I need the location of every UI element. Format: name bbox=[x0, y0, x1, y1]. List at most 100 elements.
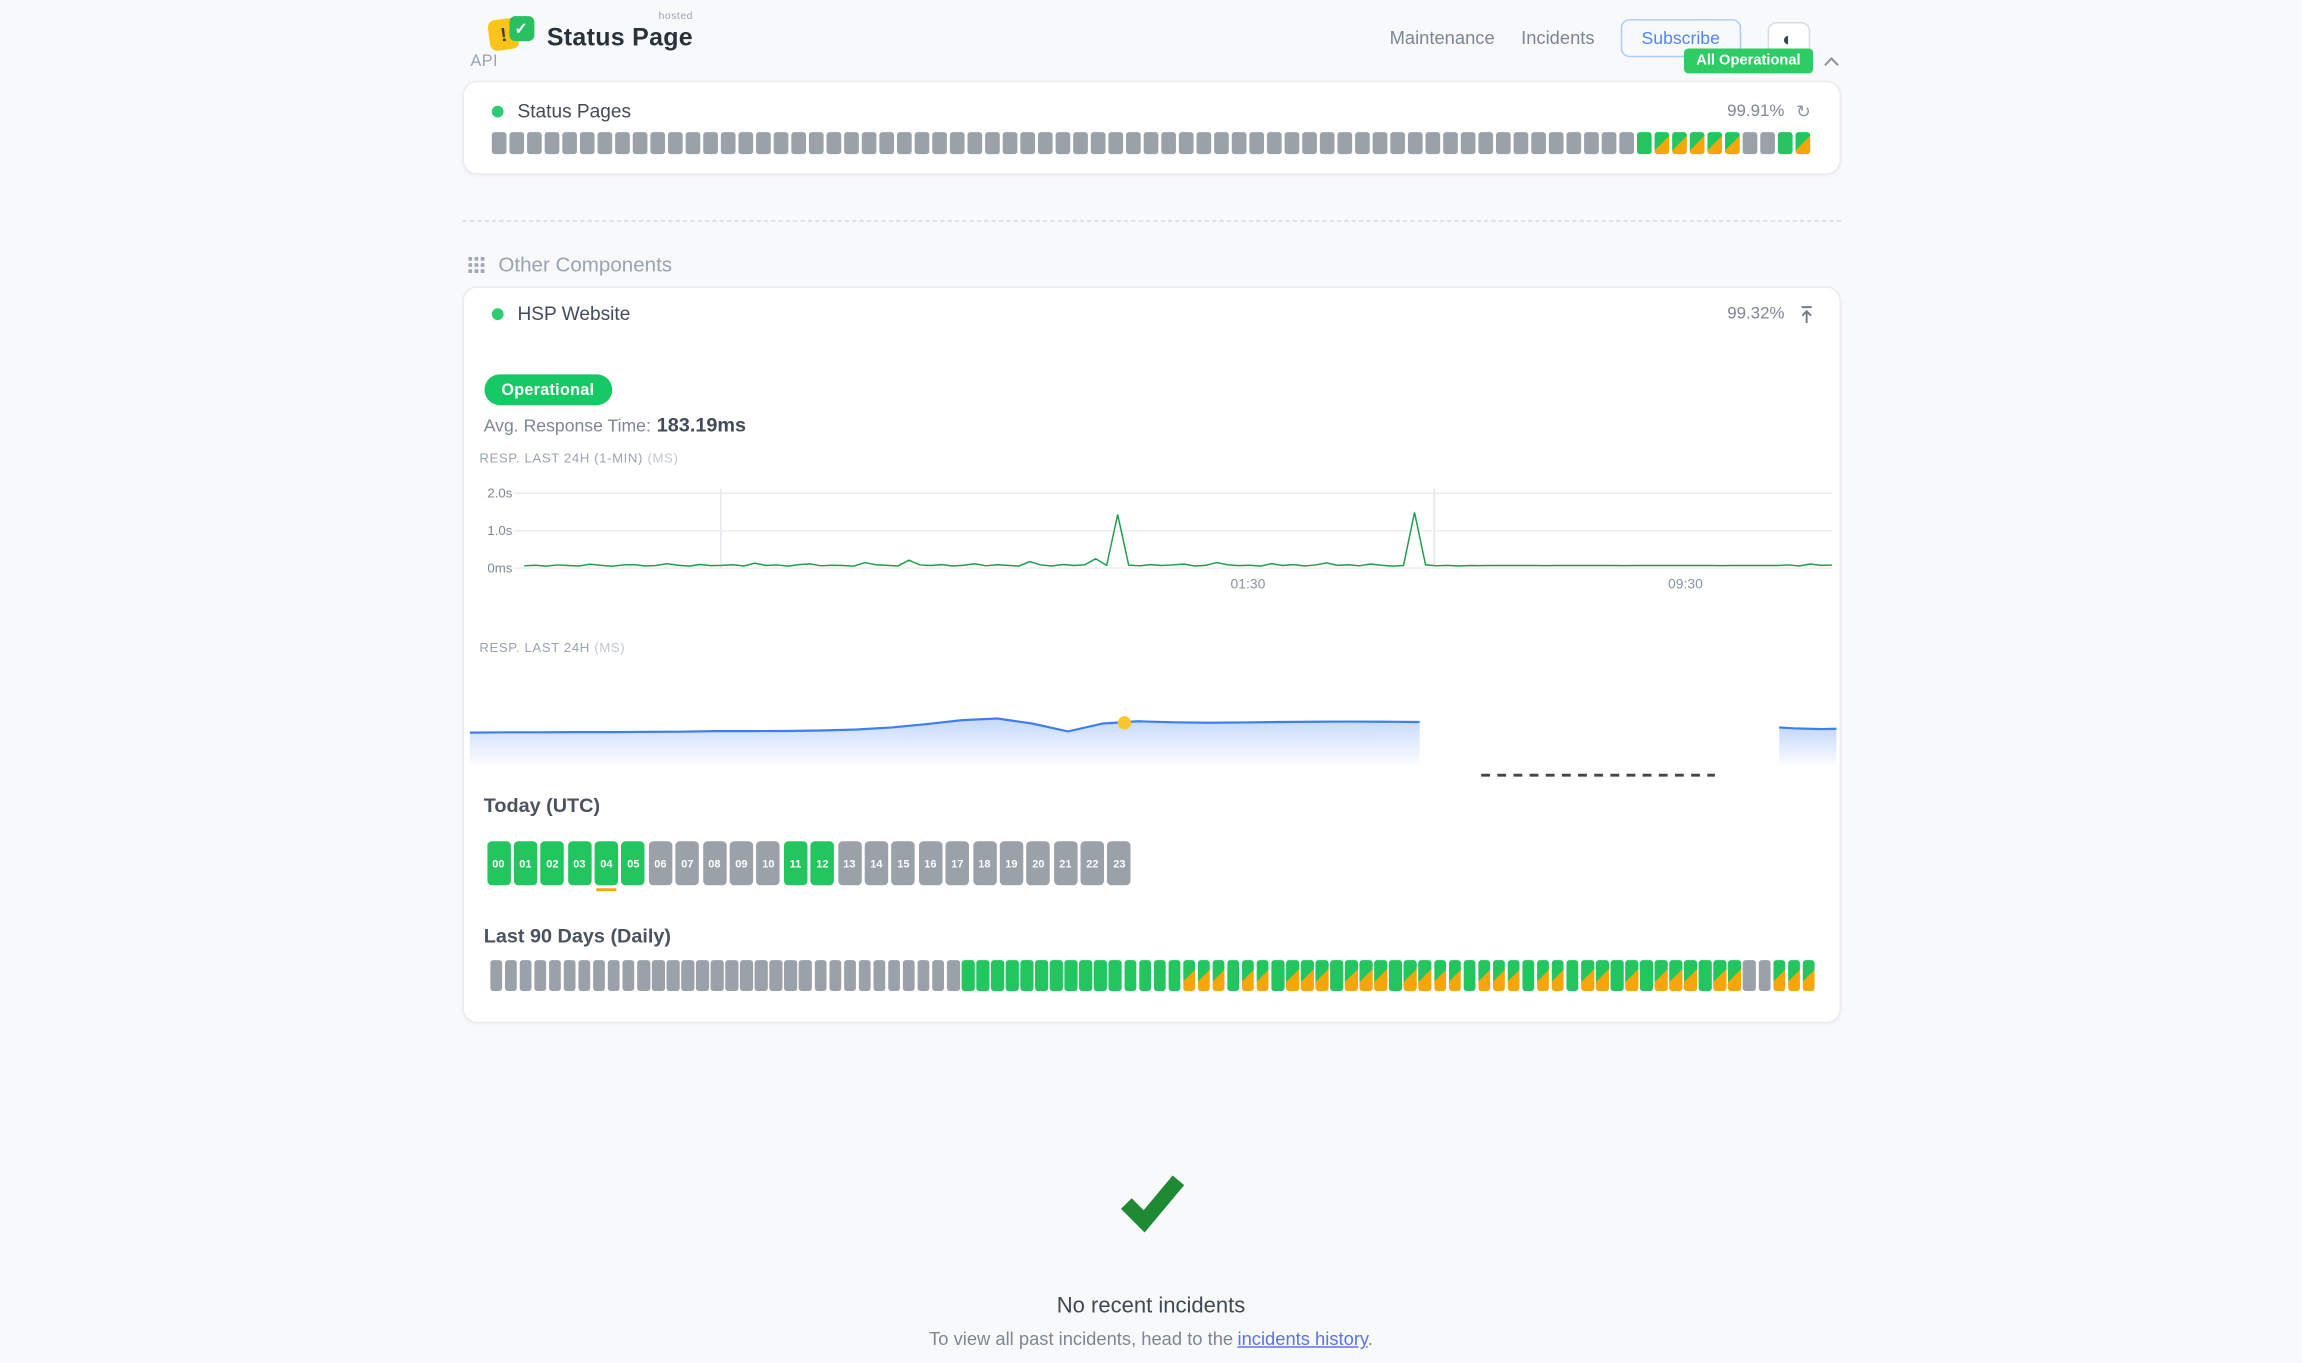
hour-block-13: 13 bbox=[837, 841, 862, 886]
uptime-tick-none bbox=[755, 132, 771, 155]
uptime-tick-none bbox=[508, 132, 524, 155]
uptime-tick-none bbox=[684, 132, 700, 155]
nav-incidents[interactable]: Incidents bbox=[1521, 27, 1595, 49]
history-prefix: To view all past incidents, head to the bbox=[929, 1328, 1234, 1350]
incidents-history-link[interactable]: incidents history bbox=[1237, 1328, 1368, 1350]
hour-block-07: 07 bbox=[675, 841, 700, 886]
brand-hosted-label: hosted bbox=[658, 11, 693, 23]
chart-unit: (MS) bbox=[594, 640, 626, 655]
uptime-tick-none bbox=[913, 132, 929, 155]
uptime-tick-partial bbox=[1669, 960, 1683, 991]
uptime-tick-none bbox=[504, 960, 517, 991]
uptime-tick-none bbox=[1319, 132, 1334, 155]
chart-title: RESP. LAST 24H bbox=[479, 640, 590, 655]
uptime-tick-up bbox=[1035, 960, 1048, 991]
uptime-tick-up bbox=[1389, 960, 1402, 991]
uptime-tick-none bbox=[784, 960, 798, 991]
uptime-tick-none bbox=[1495, 132, 1510, 155]
grid-icon bbox=[467, 256, 484, 273]
refresh-icon[interactable]: ↻ bbox=[1796, 100, 1811, 122]
hour-block-17: 17 bbox=[945, 841, 970, 886]
hour-block-21: 21 bbox=[1053, 841, 1078, 886]
collapse-to-top-icon[interactable] bbox=[1796, 303, 1815, 324]
uptime-tick-up bbox=[1566, 960, 1579, 991]
uptime-tick-none bbox=[720, 132, 735, 155]
uptime-tick-partial bbox=[1653, 132, 1669, 155]
uptime-tick-partial bbox=[1507, 960, 1520, 991]
incidents-footer: No recent incidents To view all past inc… bbox=[462, 1158, 1841, 1349]
hour-block-20: 20 bbox=[1026, 841, 1051, 886]
brand[interactable]: ! ✓ hosted Status Page bbox=[486, 12, 693, 55]
uptime-tick-partial bbox=[1581, 960, 1594, 991]
api-section-title: API bbox=[470, 52, 498, 70]
navigator-marker-dot bbox=[1117, 716, 1131, 730]
uptime-tick-none bbox=[1195, 132, 1211, 155]
uptime-tick-partial bbox=[1728, 960, 1742, 991]
daily-bars bbox=[489, 960, 1815, 991]
resp-1min-chart: 2.0s 1.0s 0ms 01:30 09:30 bbox=[487, 486, 1832, 592]
uptime-tick-none bbox=[632, 132, 647, 155]
uptime-tick-none bbox=[843, 960, 857, 991]
uptime-tick-none bbox=[526, 132, 541, 155]
uptime-tick-none bbox=[592, 960, 606, 991]
uptime-tick-up bbox=[961, 960, 975, 991]
uptime-tick-none bbox=[1142, 132, 1158, 155]
hour-block-16: 16 bbox=[918, 841, 943, 886]
uptime-tick-up bbox=[1636, 132, 1651, 155]
resp-1min-chart-label: RESP. LAST 24H (1-MIN) (MS) bbox=[479, 451, 1838, 466]
uptime-tick-none bbox=[1072, 132, 1088, 155]
uptime-tick-partial bbox=[1794, 132, 1810, 155]
uptime-tick-none bbox=[548, 960, 562, 991]
uptime-tick-none bbox=[902, 960, 916, 991]
uptime-tick-none bbox=[1743, 960, 1756, 991]
uptime-tick-none bbox=[917, 960, 930, 991]
uptime-tick-up bbox=[1640, 960, 1653, 991]
uptime-tick-up bbox=[1699, 960, 1712, 991]
uptime-tick-up bbox=[991, 960, 1004, 991]
uptime-tick-none bbox=[861, 132, 876, 155]
hour-block-08: 08 bbox=[702, 841, 727, 886]
api-section-header: API All Operational bbox=[462, 48, 1841, 74]
hsp-website-row[interactable]: HSP Website 99.32% bbox=[463, 288, 1839, 324]
section-divider bbox=[461, 220, 1841, 222]
incidents-history-line: To view all past incidents, head to the i… bbox=[462, 1329, 1841, 1350]
uptime-tick-up bbox=[1079, 960, 1093, 991]
collapse-chevron-icon[interactable] bbox=[1823, 55, 1839, 67]
uptime-tick-partial bbox=[1256, 960, 1270, 991]
status-dot bbox=[491, 307, 503, 320]
operational-status-pill: Operational bbox=[483, 374, 612, 406]
nav-maintenance[interactable]: Maintenance bbox=[1389, 27, 1495, 49]
uptime-tick-none bbox=[1037, 132, 1052, 155]
uptime-tick-none bbox=[563, 960, 576, 991]
hour-block-01: 01 bbox=[513, 841, 538, 886]
brand-name: Status Page bbox=[546, 23, 693, 52]
uptime-tick-up bbox=[1064, 960, 1078, 991]
uptime-tick-none bbox=[491, 132, 506, 155]
status-dot bbox=[491, 104, 503, 117]
uptime-tick-none bbox=[873, 960, 886, 991]
uptime-tick-none bbox=[966, 132, 982, 155]
uptime-tick-up bbox=[1138, 960, 1152, 991]
uptime-tick-partial bbox=[1706, 132, 1722, 155]
subscribe-button[interactable]: Subscribe bbox=[1620, 19, 1741, 58]
status-pages-card: Status Pages 99.91% ↻ bbox=[461, 80, 1841, 175]
history-suffix: . bbox=[1367, 1328, 1373, 1350]
uptime-tick-none bbox=[931, 132, 947, 155]
uptime-tick-none bbox=[878, 132, 894, 155]
brand-text: hosted Status Page bbox=[546, 12, 693, 53]
uptime-tick-none bbox=[737, 132, 753, 155]
svg-text:1.0s: 1.0s bbox=[487, 523, 512, 538]
uptime-tick-none bbox=[489, 960, 503, 991]
uptime-tick-none bbox=[1424, 132, 1440, 155]
chart-title: RESP. LAST 24H (1-MIN) bbox=[479, 450, 644, 466]
uptime-tick-none bbox=[1248, 132, 1264, 155]
hour-block-18: 18 bbox=[972, 841, 997, 886]
uptime-tick-none bbox=[932, 960, 945, 991]
uptime-tick-none bbox=[1389, 132, 1405, 155]
uptime-percentage: 99.91% bbox=[1727, 102, 1785, 120]
status-pages-row[interactable]: Status Pages 99.91% ↻ bbox=[491, 100, 1811, 122]
hour-block-05: 05 bbox=[621, 841, 646, 886]
uptime-tick-partial bbox=[1492, 960, 1506, 991]
hour-block-03: 03 bbox=[567, 841, 592, 886]
logo-check-icon: ✓ bbox=[508, 16, 534, 42]
